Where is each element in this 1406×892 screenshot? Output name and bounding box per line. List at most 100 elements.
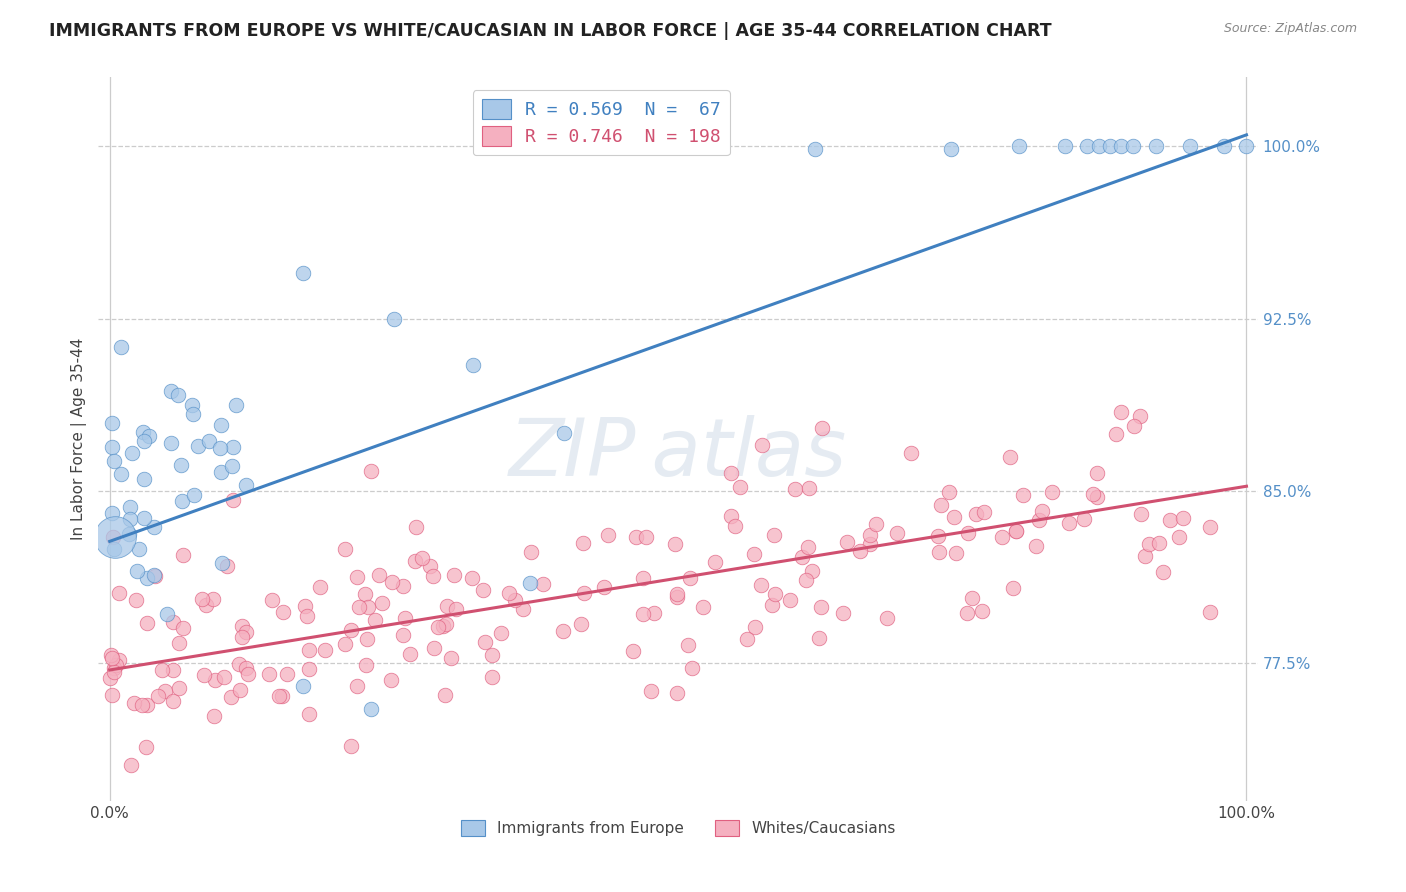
Point [990,530,1012,544]
Point [404,554,426,568]
Point [269,689,291,703]
Point [1008,139,1031,153]
Point [735,632,758,646]
Point [956,606,979,620]
Point [167,681,190,695]
Point [405,520,427,534]
Point [1031,504,1053,518]
Point [110,340,132,354]
Point [98,671,121,685]
Point [679,571,702,585]
Point [357,599,380,614]
Point [162,694,184,708]
Point [427,620,450,634]
Point [202,709,225,723]
Point [103,454,125,468]
Point [858,537,880,551]
Point [474,635,496,649]
Point [360,702,382,716]
Point [201,591,224,606]
Point [1085,466,1108,480]
Point [131,698,153,712]
Point [972,604,994,618]
Point [572,585,595,599]
Point [1081,487,1104,501]
Point [422,569,444,583]
Point [973,505,995,519]
Point [1152,565,1174,579]
Point [965,508,987,522]
Point [167,636,190,650]
Point [191,591,214,606]
Point [356,658,378,673]
Point [121,445,143,459]
Point [811,421,834,435]
Point [761,599,783,613]
Point [183,488,205,502]
Point [101,416,124,430]
Point [172,621,194,635]
Point [104,658,127,673]
Text: Source: ZipAtlas.com: Source: ZipAtlas.com [1223,22,1357,36]
Point [520,544,543,558]
Point [810,599,832,614]
Point [1028,513,1050,527]
Point [498,586,520,600]
Point [1212,139,1234,153]
Point [314,643,336,657]
Point [927,529,949,543]
Point [100,648,122,662]
Point [291,266,314,280]
Point [1173,511,1195,525]
Point [1111,405,1133,419]
Point [124,593,146,607]
Point [221,458,243,473]
Point [298,706,321,721]
Point [291,679,314,693]
Point [170,458,193,472]
Point [681,661,703,675]
Point [193,667,215,681]
Point [1236,139,1258,153]
Point [231,619,253,633]
Point [998,450,1021,464]
Point [308,580,330,594]
Point [298,642,321,657]
Point [187,439,209,453]
Point [172,494,194,508]
Point [1123,419,1146,434]
Point [797,481,820,495]
Point [172,548,194,562]
Point [1168,530,1191,544]
Point [118,526,141,541]
Point [181,398,204,412]
Point [433,688,456,702]
Point [621,644,644,658]
Point [1111,139,1133,153]
Point [340,623,363,637]
Point [204,673,226,688]
Point [364,613,387,627]
Point [143,568,166,582]
Point [945,546,967,560]
Point [236,666,259,681]
Point [101,440,124,454]
Point [832,606,855,620]
Point [356,632,378,646]
Point [298,662,321,676]
Point [271,689,294,703]
Point [1198,520,1220,534]
Point [132,434,155,448]
Point [1199,605,1222,619]
Point [209,465,232,479]
Point [1053,139,1076,153]
Point [127,564,149,578]
Point [381,575,404,590]
Point [394,611,416,625]
Point [1129,507,1152,521]
Point [569,617,592,632]
Point [297,608,319,623]
Point [181,407,204,421]
Point [219,690,242,704]
Point [631,607,654,621]
